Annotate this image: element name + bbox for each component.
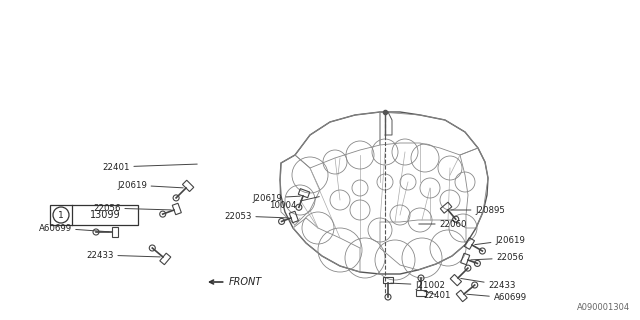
Text: 22433: 22433 xyxy=(86,251,160,260)
Text: A090001304: A090001304 xyxy=(577,303,630,312)
Text: 22060: 22060 xyxy=(419,220,467,228)
Text: 22056: 22056 xyxy=(471,253,524,262)
Text: 22053: 22053 xyxy=(224,212,288,220)
Text: J21002: J21002 xyxy=(391,281,445,290)
Text: 13099: 13099 xyxy=(90,210,120,220)
Text: J20619: J20619 xyxy=(475,236,525,244)
Text: 22401: 22401 xyxy=(423,291,451,300)
Text: J20619: J20619 xyxy=(117,180,183,189)
Text: A60699: A60699 xyxy=(38,223,109,233)
Text: FRONT: FRONT xyxy=(210,277,262,287)
Text: J20895: J20895 xyxy=(451,205,505,214)
Text: J20619: J20619 xyxy=(252,194,300,203)
Text: 22401: 22401 xyxy=(102,163,197,172)
Text: A60699: A60699 xyxy=(467,293,527,302)
Text: 1: 1 xyxy=(58,211,64,220)
Text: 10004: 10004 xyxy=(269,196,319,210)
Text: 22433: 22433 xyxy=(461,278,516,290)
Text: 22056: 22056 xyxy=(93,204,172,212)
